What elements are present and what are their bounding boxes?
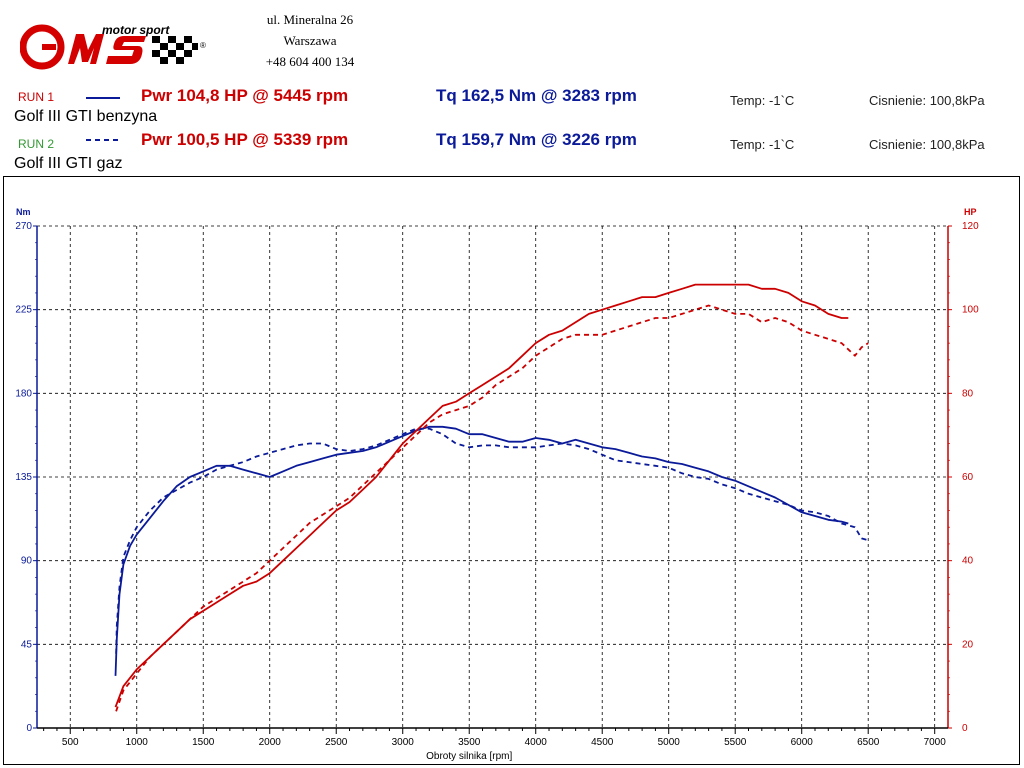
x-tick-label: 6500 (857, 737, 880, 748)
x-axis-label: Obroty silnika [rpm] (426, 751, 512, 762)
left-tick-label: 45 (21, 639, 33, 650)
x-tick-label: 4000 (525, 737, 548, 748)
series-line-power-run1 (114, 283, 849, 708)
x-tick-label: 5500 (724, 737, 747, 748)
run2-pressure: Cisnienie: 100,8kPa (869, 137, 985, 152)
run2-power: Pwr 100,5 HP @ 5339 rpm (141, 130, 349, 149)
series-line-power-run2 (115, 304, 869, 712)
x-tick-label: 3500 (458, 737, 481, 748)
right-tick-label: 40 (962, 556, 974, 567)
run2-temp: Temp: -1`C (730, 137, 795, 152)
x-tick-label: 4500 (591, 737, 614, 748)
run1-torque: Tq 162,5 Nm @ 3283 rpm (436, 86, 637, 105)
left-tick-label: 180 (15, 388, 32, 399)
run2-name: Golf III GTI gaz (14, 155, 123, 172)
svg-text:®: ® (200, 41, 206, 50)
run1-line-sample (86, 97, 120, 99)
x-tick-label: 2500 (325, 737, 348, 748)
x-tick-label: 6000 (791, 737, 814, 748)
series-line-torque-run2 (115, 427, 869, 654)
run1-temp: Temp: -1`C (730, 93, 795, 108)
x-tick-label: 1000 (126, 737, 149, 748)
right-axis-unit: HP (964, 207, 977, 217)
x-tick-label: 7000 (924, 737, 947, 748)
run1-label: RUN 1 (18, 90, 55, 104)
run2-torque: Tq 159,7 Nm @ 3226 rpm (436, 130, 637, 149)
x-tick-label: 1500 (192, 737, 215, 748)
right-tick-label: 0 (962, 723, 968, 734)
address-street: ul. Mineralna 26 (266, 12, 354, 27)
run2-line-sample (86, 139, 120, 141)
gms-logo: motor sport ® (20, 23, 206, 70)
right-tick-label: 120 (962, 221, 979, 232)
run1-pressure: Cisnienie: 100,8kPa (869, 93, 985, 108)
x-tick-label: 2000 (259, 737, 282, 748)
series-line-torque-run1 (114, 425, 849, 676)
left-tick-label: 0 (26, 723, 32, 734)
x-tick-label: 5000 (658, 737, 681, 748)
brand-text: motor sport (102, 23, 170, 37)
right-tick-label: 60 (962, 472, 974, 483)
left-axis-unit: Nm (16, 207, 31, 217)
right-tick-label: 100 (962, 305, 979, 316)
dyno-chart: 500 1000 1500 2000 2500 3000 3500 4000 4500 5000 5… (15, 207, 979, 762)
run1-name: Golf III GTI benzyna (14, 108, 158, 125)
logo-gms-letters (20, 24, 146, 70)
right-tick-label: 20 (962, 639, 974, 650)
x-tick-label: 500 (62, 737, 79, 748)
right-tick-label: 80 (962, 388, 974, 399)
checkered-flag-icon (148, 34, 198, 64)
address-city: Warszawa (283, 33, 337, 48)
address-phone: +48 604 400 134 (265, 54, 355, 69)
left-tick-label: 90 (21, 556, 33, 567)
run2-label: RUN 2 (18, 137, 55, 151)
run1-power: Pwr 104,8 HP @ 5445 rpm (141, 86, 349, 105)
x-tick-label: 3000 (392, 737, 415, 748)
left-tick-label: 225 (15, 305, 32, 316)
left-tick-label: 270 (15, 221, 32, 232)
left-tick-label: 135 (15, 472, 32, 483)
